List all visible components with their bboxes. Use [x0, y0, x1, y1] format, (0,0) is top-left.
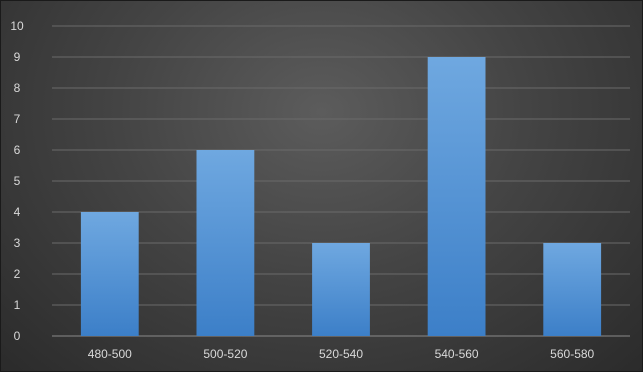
y-tick-label: 5: [14, 174, 21, 188]
y-tick-label: 6: [14, 143, 21, 157]
x-tick-label: 560-580: [550, 347, 594, 361]
y-tick-label: 0: [14, 329, 21, 343]
y-axis: 0 1 2 3 4 5 6 7 8 9 10: [10, 19, 24, 343]
x-tick-label: 520-540: [319, 347, 363, 361]
y-tick-label: 1: [14, 298, 21, 312]
x-tick-label: 540-560: [435, 347, 479, 361]
x-tick-label: 500-520: [203, 347, 247, 361]
y-tick-label: 8: [14, 81, 21, 95]
bar-560-580: [543, 243, 602, 336]
bar-540-560: [427, 57, 486, 336]
y-tick-label: 9: [14, 50, 21, 64]
bar-500-520: [196, 150, 255, 336]
y-tick-label: 10: [10, 19, 24, 33]
y-tick-label: 2: [14, 267, 21, 281]
x-axis: 480-500 500-520 520-540 540-560 560-580: [88, 347, 595, 361]
y-tick-label: 3: [14, 236, 21, 250]
bar-520-540: [312, 243, 370, 336]
bars: [80, 57, 602, 336]
bar-480-500: [80, 212, 139, 336]
gridlines: [52, 25, 630, 337]
x-tick-label: 480-500: [88, 347, 132, 361]
y-tick-label: 4: [14, 205, 21, 219]
y-tick-label: 7: [14, 112, 21, 126]
